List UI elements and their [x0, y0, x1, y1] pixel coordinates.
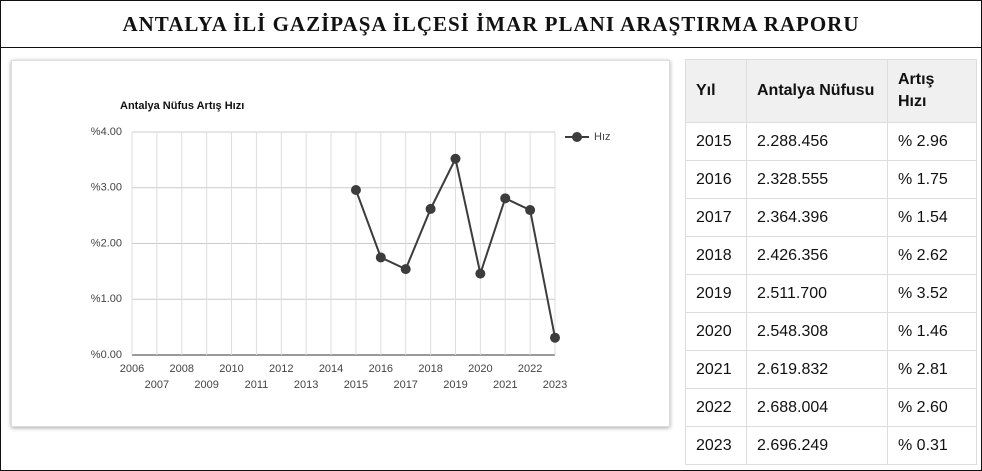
table-row: 2021 2.619.832% 2.81	[685, 350, 977, 389]
x-tick-label: 2019	[443, 379, 467, 391]
table-cell: 2017	[685, 198, 747, 237]
x-tick-label: 2012	[269, 363, 293, 375]
table-row: 2018 2.426.356% 2.62	[685, 236, 977, 275]
marker	[475, 268, 486, 279]
data-table: Yıl Antalya Nüfusu Artış Hızı 2015 2.288.45…	[685, 59, 977, 465]
x-tick-label: 2009	[194, 379, 218, 391]
chart-card: Antalya Nüfus Artış Hızı %0.00 %1.00 %2.00…	[11, 60, 670, 427]
table-row: 2019 2.511.700% 3.52	[685, 274, 977, 313]
marker	[550, 332, 560, 343]
table-cell: % 2.96	[887, 122, 977, 161]
marker	[500, 193, 511, 204]
y-tick-label: %0.00	[91, 349, 122, 361]
table-cell: % 1.46	[887, 312, 977, 351]
x-tick-label: 2017	[393, 379, 417, 391]
y-tick-label: %3.00	[91, 182, 122, 194]
x-tick-label: 2007	[145, 379, 169, 391]
table-cell: 2.619.832	[746, 350, 888, 389]
table-row: 2022 2.688.004% 2.60	[685, 388, 977, 427]
x-tick-label: 2014	[319, 363, 343, 375]
y-tick-label: %2.00	[91, 237, 122, 249]
x-tick-label: 2006	[120, 363, 144, 375]
table-cell: 2.696.249	[746, 426, 888, 465]
table-cell: % 3.52	[887, 274, 977, 313]
table-cell: 2.688.004	[746, 388, 888, 427]
marker	[400, 264, 411, 275]
table-row: 2016 2.328.555% 1.75	[685, 160, 977, 199]
table-row: 2015 2.288.456% 2.96	[685, 122, 977, 161]
x-tick-label: 2011	[245, 379, 269, 391]
table-cell: % 2.81	[887, 350, 977, 389]
table-cell: 2.364.396	[746, 198, 888, 237]
table-cell: 2018	[685, 236, 747, 275]
table-cell: % 1.54	[887, 198, 977, 237]
table-cell: 2023	[685, 426, 747, 465]
table-cell: 2.511.700	[746, 274, 888, 313]
table-row: 2023 2.696.249% 0.31	[685, 426, 977, 465]
chart: Antalya Nüfus Artış Hızı %0.00 %1.00 %2.00…	[91, 100, 611, 391]
x-tick-label: 2010	[219, 363, 243, 375]
header-cell: Yıl	[685, 59, 747, 123]
table-cell: 2015	[685, 122, 747, 161]
table-row: 2020 2.548.308% 1.46	[685, 312, 977, 351]
x-tick-label: 2008	[170, 363, 194, 375]
report-title: ANTALYA İLİ GAZİPAŞA İLÇESİ İMAR PLANI A…	[1, 1, 981, 48]
table-cell: 2022	[685, 388, 747, 427]
y-tick-label: %1.00	[91, 293, 122, 305]
table-cell: % 1.75	[887, 160, 977, 199]
table-cell: 2.548.308	[746, 312, 888, 351]
table-cell: 2019	[685, 274, 747, 313]
legend-label: Hız	[594, 131, 611, 143]
header-cell: Antalya Nüfusu	[746, 59, 888, 123]
table-row: 2017 2.364.396% 1.54	[685, 198, 977, 237]
table-cell: 2.328.555	[746, 160, 888, 199]
table-cell: 2021	[685, 350, 747, 389]
marker	[525, 205, 536, 216]
marker	[375, 252, 386, 263]
table-cell: 2020	[685, 312, 747, 351]
header-cell: Artış Hızı	[887, 59, 977, 123]
table-cell: % 0.31	[887, 426, 977, 465]
x-tick-label: 2016	[369, 363, 393, 375]
x-tick-label: 2022	[518, 363, 542, 375]
marker	[425, 203, 436, 214]
chart-title: Antalya Nüfus Artış Hızı	[120, 100, 244, 112]
table-cell: 2.426.356	[746, 236, 888, 275]
x-tick-label: 2018	[418, 363, 442, 375]
marker	[350, 184, 361, 195]
table-cell: % 2.60	[887, 388, 977, 427]
table-cell: % 2.62	[887, 236, 977, 275]
x-tick-label: 2020	[468, 363, 492, 375]
x-tick-label: 2023	[543, 379, 567, 391]
marker	[450, 153, 461, 164]
x-tick-label: 2021	[493, 379, 517, 391]
x-tick-label: 2015	[344, 379, 368, 391]
legend-marker	[572, 132, 582, 142]
table-cell: 2.288.456	[746, 122, 888, 161]
x-tick-label: 2013	[294, 379, 318, 391]
y-tick-label: %4.00	[91, 126, 122, 138]
table-cell: 2016	[685, 160, 747, 199]
